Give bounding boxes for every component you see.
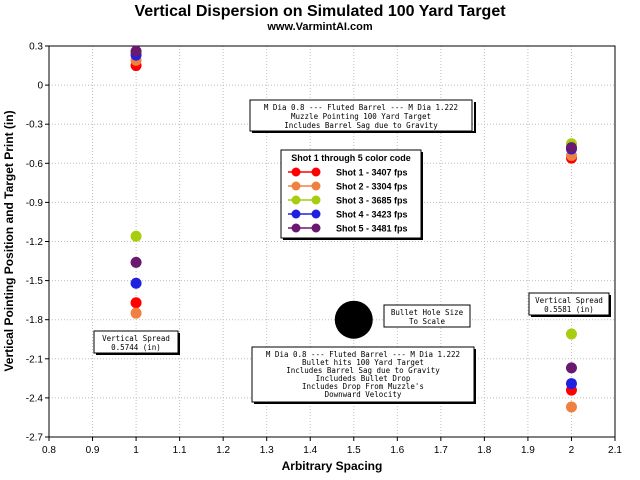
- y-tick-label: -0.9: [26, 198, 44, 209]
- legend-shadow: [421, 152, 423, 240]
- bullet-hole-label-line-1: Bullet Hole Size: [391, 308, 464, 317]
- vertical-spread-left-line-1: Vertical Spread: [102, 334, 170, 343]
- legend-marker-shot-1: [291, 167, 301, 177]
- muzzle-note-line-1: M Dia 0.8 --- Fluted Barrel --- M Dia 1.…: [264, 103, 458, 112]
- bullet-hits-note-box: [251, 346, 475, 403]
- x-tick-label: 1.4: [303, 445, 317, 456]
- vertical-spread-left-shadow-b: [96, 353, 180, 355]
- muzzle-pointing-note-shadow-b: [252, 131, 476, 133]
- shot-5-point: [130, 256, 142, 268]
- shot-4-point: [565, 378, 577, 390]
- legend-title: Shot 1 through 5 color code: [291, 153, 411, 163]
- vertical-spread-left-line-2: 0.5744 (in): [111, 343, 161, 352]
- muzzle-pointing-note-box: [249, 99, 473, 132]
- x-tick-label: 0.9: [86, 445, 100, 456]
- bullet-hole-mark: [334, 300, 373, 339]
- legend-marker-shot-4: [311, 209, 321, 219]
- bullet-hole-label-box: [383, 304, 471, 328]
- vertical-spread-right-line-2: 0.5581 (in): [544, 305, 594, 314]
- shot-1-point: [130, 297, 142, 309]
- bullet-note-line-1: M Dia 0.8 --- Fluted Barrel --- M Dia 1.…: [266, 350, 460, 359]
- legend-entries: Shot 1 - 3407 fps Shot 2 - 3304 fps Shot 3…: [288, 167, 408, 234]
- y-axis-ticks: 0.3 0 -0.3 -0.6 -0.9 -1.2 -1.5 -1.8 -2.1 -2.4 -2.7: [26, 42, 49, 444]
- y-tick-label: -0.3: [26, 120, 44, 131]
- shot-3-point: [130, 230, 142, 242]
- x-tick-label: 0.8: [42, 445, 56, 456]
- legend-marker-shot-5: [291, 223, 301, 233]
- y-tick-label: 0.3: [29, 42, 43, 53]
- x-tick-label: 1.9: [521, 445, 535, 456]
- bullet-hole-label-line-2: To Scale: [409, 317, 446, 326]
- vertical-spread-right-shadow-b: [531, 315, 611, 317]
- shot-3-point: [565, 328, 577, 340]
- muzzle-note-line-2: Muzzle Pointing 100 Yard Target: [291, 112, 431, 121]
- x-tick-label: 1.8: [477, 445, 491, 456]
- chart-subtitle: www.VarmintAI.com: [266, 21, 373, 33]
- bullet-note-line-4: Includeds Bullet Drop: [316, 374, 411, 383]
- bullet-note-line-5: Includes Drop From Muzzle's: [302, 382, 424, 391]
- y-tick-label: -1.2: [26, 237, 44, 248]
- y-tick-label: -2.7: [26, 433, 44, 444]
- bullet-note-line-3: Includes Barrel Sag due to Gravity: [286, 366, 440, 375]
- y-tick-label: -1.5: [26, 276, 44, 287]
- muzzle-pointing-note-shadow: [474, 102, 476, 133]
- y-tick-label: -0.6: [26, 159, 44, 170]
- legend-marker-shot-1: [311, 167, 321, 177]
- legend-marker-shot-2: [291, 181, 301, 191]
- bullet-note-line-6: Downward Velocity: [325, 390, 402, 399]
- y-axis-label: Vertical Pointing Position and Target Pr…: [2, 110, 16, 371]
- chart-title: Vertical Dispersion on Simulated 100 Yar…: [134, 3, 506, 20]
- x-tick-label: 2: [569, 445, 575, 456]
- legend-label-shot-3: Shot 3 - 3685 fps: [336, 196, 408, 206]
- bullet-hits-note-shadow-b: [254, 402, 476, 404]
- x-tick-label: 1.5: [347, 445, 361, 456]
- bullet-hits-note-shadow: [474, 349, 476, 404]
- legend-marker-shot-3: [311, 195, 321, 205]
- shot-4-point: [130, 277, 142, 289]
- x-tick-label: 1.1: [173, 445, 187, 456]
- shot-5-point: [565, 362, 577, 374]
- vertical-spread-left-shadow: [178, 333, 180, 355]
- legend-marker-shot-2: [311, 181, 321, 191]
- shot-2-point: [565, 401, 577, 413]
- x-tick-label: 1.3: [260, 445, 274, 456]
- legend-label-shot-1: Shot 1 - 3407 fps: [336, 168, 408, 178]
- muzzle-note-line-3: Includes Barrel Sag due to Gravity: [284, 121, 438, 130]
- x-tick-label: 1.7: [434, 445, 448, 456]
- plot-frame: [48, 45, 616, 438]
- x-tick-label: 2.1: [608, 445, 622, 456]
- shot-5-point: [565, 142, 577, 154]
- legend-marker-shot-5: [311, 223, 321, 233]
- legend-marker-shot-4: [291, 209, 301, 219]
- legend-label-shot-4: Shot 4 - 3423 fps: [336, 210, 408, 220]
- x-axis-ticks: 0.8 0.9 1 1.1 1.2 1.3 1.4 1.5 1.6 1.7 1.8 1.9 2 2.1: [42, 437, 622, 456]
- legend-marker-shot-3: [291, 195, 301, 205]
- x-tick-label: 1.2: [216, 445, 230, 456]
- y-tick-label: -2.1: [26, 354, 44, 365]
- y-tick-label: 0: [37, 81, 43, 92]
- annotations: M Dia 0.8 --- Fluted Barrel --- M Dia 1.…: [93, 99, 611, 404]
- x-tick-label: 1: [133, 445, 139, 456]
- shot-2-point: [130, 307, 142, 319]
- x-tick-label: 1.6: [390, 445, 404, 456]
- bullet-note-line-2: Bullet hits 100 Yard Target: [302, 358, 424, 367]
- vertical-spread-right-shadow: [609, 295, 611, 317]
- legend-label-shot-5: Shot 5 - 3481 fps: [336, 224, 408, 234]
- legend: Shot 1 through 5 color code Shot 1 - 340…: [280, 149, 423, 240]
- y-tick-label: -1.8: [26, 315, 44, 326]
- legend-label-shot-2: Shot 2 - 3304 fps: [336, 182, 408, 192]
- y-tick-label: -2.4: [26, 393, 44, 404]
- vertical-spread-right-line-1: Vertical Spread: [535, 296, 603, 305]
- legend-shadow-b: [283, 238, 423, 240]
- data-points: [130, 45, 577, 413]
- x-axis-label: Arbitrary Spacing: [282, 459, 383, 473]
- shot-5-point: [130, 45, 142, 57]
